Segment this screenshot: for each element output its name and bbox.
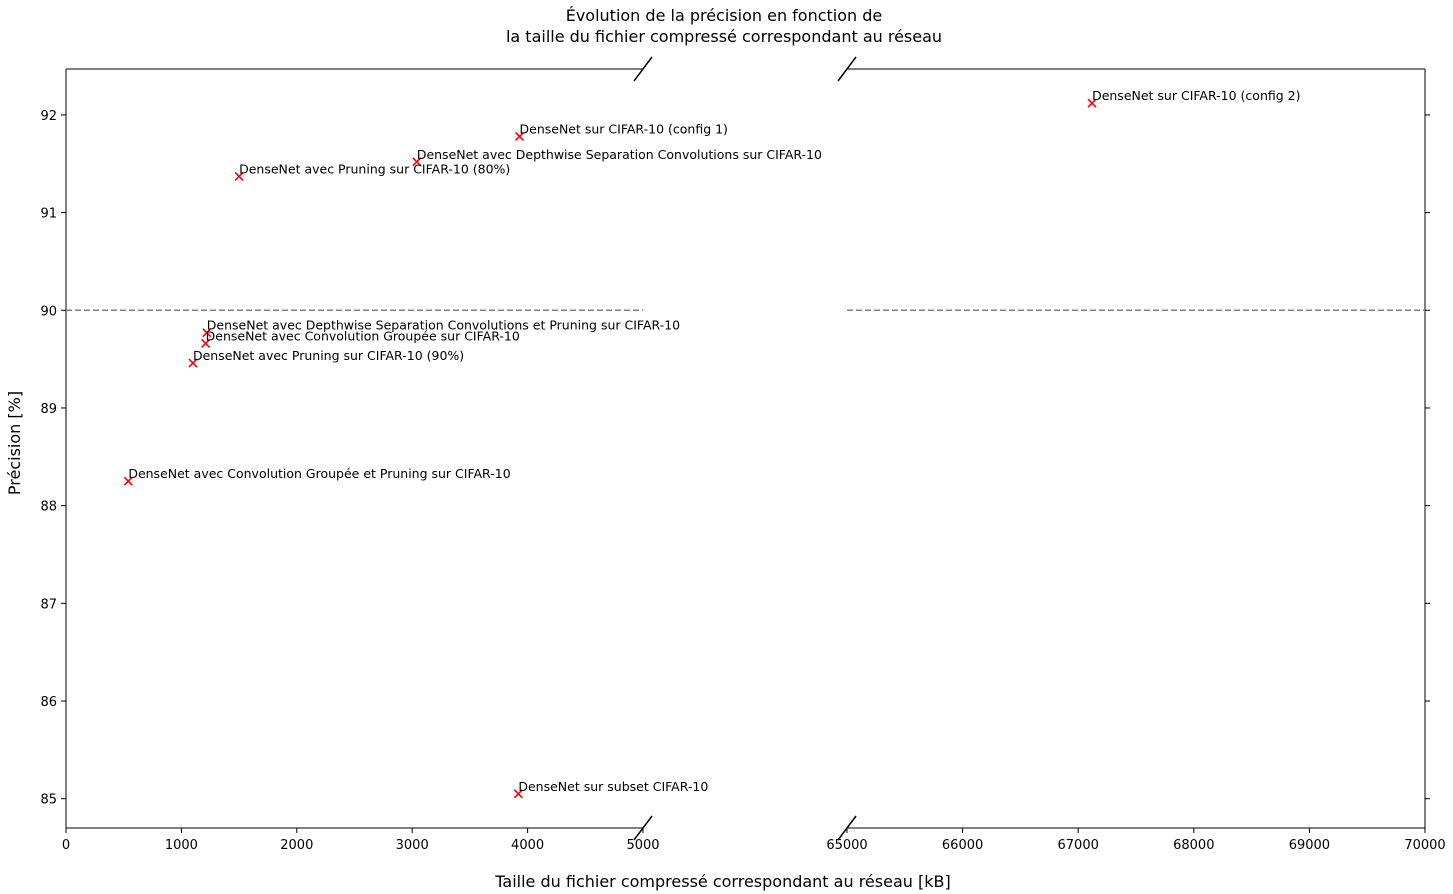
data-point xyxy=(188,358,198,368)
data-point xyxy=(514,131,525,141)
point-label: DenseNet avec Pruning sur CIFAR-10 (80%) xyxy=(239,161,510,176)
axis-break-mark-1-1 xyxy=(633,56,653,82)
data-point xyxy=(1087,98,1097,108)
x-tick-label: 69000 xyxy=(1289,838,1330,853)
point-label: DenseNet sur CIFAR-10 (config 1) xyxy=(520,121,728,136)
y-tick-label: 87 xyxy=(40,597,57,612)
x-tick-label: 70000 xyxy=(1404,838,1445,853)
x-tick-label: 2000 xyxy=(280,838,313,853)
data-point xyxy=(123,476,133,486)
data-point xyxy=(202,328,212,338)
x-marker-stroke xyxy=(513,789,523,799)
chart-title-line-1: Évolution de la précision en fonction de xyxy=(566,6,883,25)
chart-title-line-2: la taille du fichier compressé correspon… xyxy=(506,27,942,46)
x-tick-label: 65000 xyxy=(826,838,867,853)
point-label: DenseNet avec Pruning sur CIFAR-10 (90%) xyxy=(193,348,464,363)
y-tick-label: 91 xyxy=(40,207,57,222)
point-label: DenseNet sur subset CIFAR-10 xyxy=(518,779,708,794)
x-tick-label: 67000 xyxy=(1058,838,1099,853)
point-label: DenseNet avec Depthwise Separation Convo… xyxy=(207,318,680,333)
y-tick-label: 92 xyxy=(40,109,57,124)
x-tick-label: 4000 xyxy=(511,838,544,853)
point-label: DenseNet avec Convolution Groupée sur CI… xyxy=(206,328,520,343)
data-point xyxy=(234,171,244,182)
x-marker-stroke xyxy=(202,328,212,338)
x-axis-label: Taille du fichier compressé correspondan… xyxy=(494,872,950,891)
x-marker-stroke xyxy=(188,358,198,368)
point-label: DenseNet avec Convolution Groupée et Pru… xyxy=(128,466,510,481)
data-point xyxy=(201,338,211,349)
axis-break-mark-2-1 xyxy=(837,56,857,82)
y-axis-label: Précision [%] xyxy=(5,391,24,495)
point-label: DenseNet sur CIFAR-10 (config 2) xyxy=(1092,88,1300,103)
plot-area: 0 1000 2000 3000 4000 5000 65000 66000 67000 6800… xyxy=(40,56,1446,853)
x-marker-stroke xyxy=(514,131,525,141)
y-tick-label: 86 xyxy=(40,695,57,710)
y-tick-label: 89 xyxy=(40,402,57,417)
y-tick-label: 90 xyxy=(40,304,57,319)
data-point xyxy=(412,157,422,167)
x-marker-stroke xyxy=(412,157,422,167)
y-tick-label: 85 xyxy=(40,793,57,808)
x-tick-label: 5000 xyxy=(626,838,659,853)
x-tick-label: 0 xyxy=(62,838,70,853)
data-point xyxy=(513,789,523,799)
x-tick-label: 66000 xyxy=(942,838,983,853)
x-tick-label: 1000 xyxy=(165,838,198,853)
x-marker-stroke xyxy=(123,476,133,486)
y-tick-label: 88 xyxy=(40,500,57,515)
x-marker-stroke xyxy=(1087,98,1097,108)
x-marker-stroke xyxy=(201,338,211,349)
point-label: DenseNet avec Depthwise Separation Convo… xyxy=(417,147,822,162)
x-tick-label: 3000 xyxy=(396,838,429,853)
x-tick-label: 68000 xyxy=(1173,838,1214,853)
x-marker-stroke xyxy=(234,171,244,182)
